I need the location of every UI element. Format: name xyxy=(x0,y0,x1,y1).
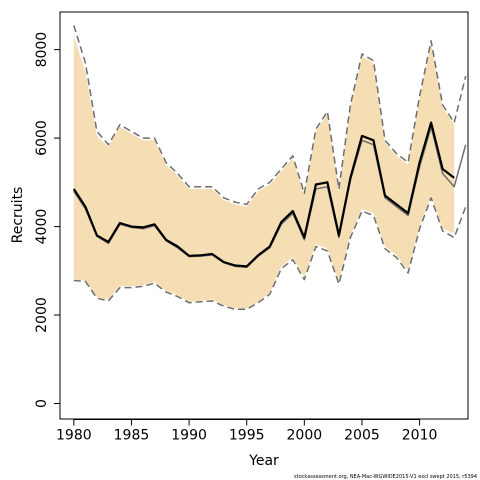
credit-text: stockassessment.org, NEA-Mac-WGWIDE2015-… xyxy=(294,474,477,480)
x-tick-label: 1995 xyxy=(229,428,265,444)
y-axis: 0 2000 4000 6000 8000 xyxy=(34,32,61,408)
x-tick-label: 1985 xyxy=(114,428,150,444)
x-tick-label: 2000 xyxy=(287,428,323,444)
x-axis: 1980 1985 1990 1995 2000 2005 2010 xyxy=(56,419,438,444)
previous-ci-high-line xyxy=(73,25,467,206)
y-tick-label: 8000 xyxy=(34,32,50,68)
y-tick-label: 6000 xyxy=(34,120,50,156)
x-axis-title: Year xyxy=(248,453,279,469)
series-lines xyxy=(72,25,467,311)
x-tick-label: 1980 xyxy=(56,428,92,444)
ci-band-area xyxy=(73,36,455,309)
y-axis-title: Recruits xyxy=(10,187,26,244)
y-tick-label: 2000 xyxy=(34,297,50,333)
confidence-band xyxy=(73,36,455,309)
x-tick-label: 1990 xyxy=(171,428,207,444)
x-tick-label: 2005 xyxy=(344,428,380,444)
current-estimate-line xyxy=(72,121,455,268)
x-tick-label: 2010 xyxy=(402,428,438,444)
y-tick-label: 4000 xyxy=(34,209,50,245)
previous-ci-low-line xyxy=(73,197,467,311)
y-tick-label: 0 xyxy=(34,399,50,408)
